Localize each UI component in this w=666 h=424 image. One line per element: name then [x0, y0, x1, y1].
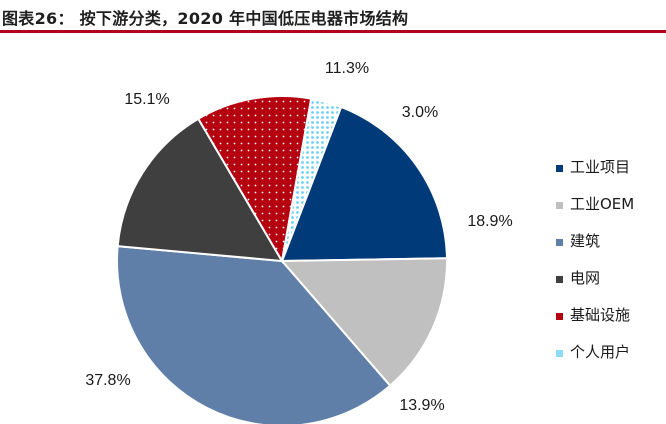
legend-swatch	[556, 202, 563, 209]
legend-swatch	[556, 276, 563, 283]
pie-slice-4	[116, 117, 284, 263]
pie-slice-5	[196, 95, 313, 264]
title-underline	[0, 30, 666, 33]
legend-swatch	[556, 350, 563, 357]
slice-value-label: 11.3%	[325, 60, 369, 77]
pie-slice-2	[279, 257, 448, 388]
legend-swatch	[556, 239, 563, 246]
legend-label: 工业OEM	[570, 195, 635, 213]
legend-swatch	[556, 313, 563, 320]
legend-swatch	[556, 165, 563, 172]
title-bar: 图表26： 按下游分类，2020 年中国低压电器市场结构	[0, 0, 666, 33]
legend-label: 建筑	[570, 232, 601, 250]
slice-value-label: 18.9%	[467, 213, 512, 230]
legend-label: 工业项目	[570, 158, 631, 176]
slice-value-label: 37.8%	[85, 372, 130, 389]
slice-value-label: 15.1%	[124, 91, 169, 108]
slice-value-label: 13.9%	[399, 397, 444, 414]
legend-label: 电网	[570, 269, 601, 287]
chart-title: 图表26： 按下游分类，2020 年中国低压电器市场结构	[2, 9, 409, 28]
legend-label: 个人用户	[570, 343, 631, 361]
slice-value-label: 3.0%	[402, 104, 438, 121]
legend-label: 基础设施	[570, 306, 631, 324]
pie-slice-1	[280, 105, 448, 263]
pie-slice-6	[281, 97, 343, 262]
pie-slice-3	[116, 245, 392, 424]
